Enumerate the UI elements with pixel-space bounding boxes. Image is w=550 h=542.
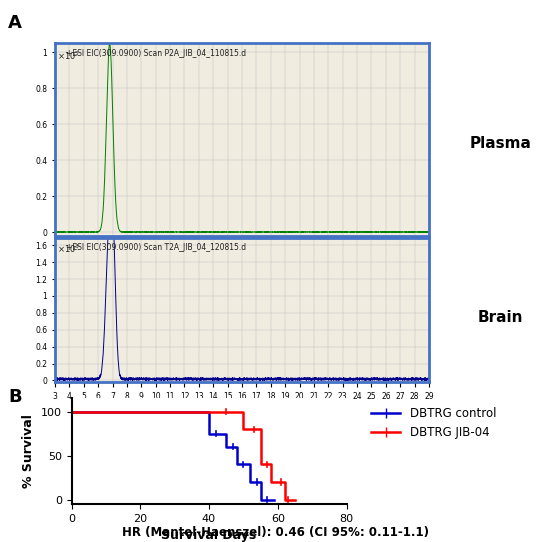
X-axis label: Counts vs. Acquisition Time (min): Counts vs. Acquisition Time (min) [166, 406, 318, 415]
X-axis label: Survival Days: Survival Days [161, 530, 257, 542]
Text: ×10$^{5}$: ×10$^{5}$ [57, 49, 80, 62]
Y-axis label: % Survival: % Survival [22, 414, 35, 488]
Text: Brain: Brain [478, 309, 523, 325]
Legend: DBTRG control, DBTRG JIB-04: DBTRG control, DBTRG JIB-04 [366, 402, 501, 443]
Text: +ESI EIC(309.0900) Scan P2A_JIB_04_110815.d: +ESI EIC(309.0900) Scan P2A_JIB_04_11081… [66, 49, 246, 58]
Text: +ESI EIC(309.0900) Scan T2A_JIB_04_120815.d: +ESI EIC(309.0900) Scan T2A_JIB_04_12081… [66, 243, 246, 252]
Text: Plasma: Plasma [470, 136, 531, 151]
Text: ×10$^{3}$: ×10$^{3}$ [57, 243, 80, 255]
Text: B: B [8, 388, 22, 405]
Text: HR (Mantel-Haenszel): 0.46 (CI 95%: 0.11-1.1): HR (Mantel-Haenszel): 0.46 (CI 95%: 0.11… [122, 526, 428, 539]
Text: A: A [8, 14, 22, 31]
